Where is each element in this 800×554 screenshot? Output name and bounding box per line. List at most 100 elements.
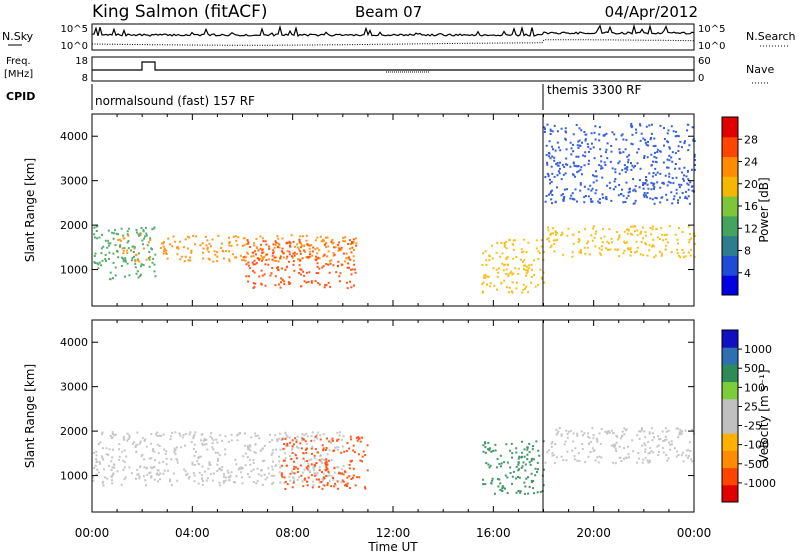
- power-ytick-label-0: 1000: [60, 264, 88, 277]
- velocity-colorbar-tick-label-1: 500: [744, 362, 765, 375]
- velocity-ytick-label-3: 4000: [60, 336, 88, 349]
- velocity-colorbar-swatch-4: [722, 416, 738, 434]
- x-tick-label-4: 16:00: [476, 526, 511, 540]
- power-colorbar-swatch-8: [722, 117, 738, 138]
- cpid-strip: CPID normalsound (fast) 157 RF themis 33…: [6, 83, 641, 110]
- freq-trace: [92, 61, 694, 71]
- velocity-colorbar-tick-label-4: -25: [744, 420, 762, 433]
- x-tick-label-5: 20:00: [576, 526, 611, 540]
- power-ytick-label-1: 2000: [60, 219, 88, 232]
- power-colorbar-swatch-5: [722, 176, 738, 197]
- power-ytick-label-3: 4000: [60, 130, 88, 143]
- cpid-label: CPID: [6, 90, 35, 103]
- power-panel-bg: [92, 114, 694, 306]
- x-tick-label-3: 12:00: [376, 526, 411, 540]
- velocity-colorbar-swatch-7: [722, 364, 738, 383]
- power-ytick-label-2: 3000: [60, 175, 88, 188]
- freq-tick-bottom: 8: [82, 73, 88, 84]
- velocity-feature-0: [92, 431, 345, 487]
- x-axis-label: Time UT: [367, 540, 418, 554]
- velocity-colorbar-frame: [721, 329, 739, 503]
- noise-panel: N.Sky 10^5 10^0 10^5 10^0 N.Search: [2, 23, 796, 52]
- power-colorbar-tick-label-2: 12: [744, 222, 758, 235]
- power-colorbar-label: Power [dB]: [757, 177, 771, 242]
- power-feature-5: [543, 122, 696, 205]
- power-colorbar-tick-label-5: 24: [744, 156, 758, 169]
- velocity-colorbar-tick-label-0: 1000: [744, 343, 772, 356]
- velocity-colorbar-swatch-5: [722, 398, 738, 417]
- noise-right-tick-bottom: 10^0: [698, 41, 725, 52]
- velocity-panel-bg: [92, 320, 694, 512]
- power-data: [93, 122, 696, 294]
- power-colorbar-tick-label-0: 4: [744, 267, 751, 280]
- date-title: 04/Apr/2012: [605, 3, 698, 21]
- velocity-colorbar: 1000 500 100 25 -25 -100 -500 -1000 Velocity [m…: [721, 329, 776, 503]
- velocity-data: [92, 427, 695, 495]
- power-colorbar-swatches: [722, 117, 738, 296]
- velocity-y-axis-label: Slant Range [km]: [23, 364, 37, 468]
- power-colorbar-tick-label-3: 16: [744, 200, 758, 213]
- x-tick-label-2: 08:00: [275, 526, 310, 540]
- velocity-colorbar-tick-label-2: 100: [744, 381, 765, 394]
- noise-sky-trace: [91, 23, 695, 38]
- noise-traces: [91, 23, 695, 46]
- power-x-ticks: [91, 114, 695, 306]
- power-colorbar-swatch-1: [722, 255, 738, 276]
- power-colorbar-ticks: 4 8 12 16 20 24 28: [738, 133, 758, 280]
- velocity-colorbar-swatches: [722, 330, 738, 503]
- power-colorbar-swatch-4: [722, 196, 738, 217]
- x-tick-label-6: 00:00: [677, 526, 712, 540]
- velocity-colorbar-swatch-8: [722, 347, 738, 365]
- power-colorbar-swatch-2: [722, 235, 738, 256]
- freq-label-2: [MHz]: [4, 69, 33, 80]
- velocity-colorbar-tick-label-5: -100: [744, 439, 769, 452]
- velocity-colorbar-tick-label-6: -500: [744, 458, 769, 471]
- velocity-feature-1: [280, 435, 369, 490]
- beam-title: Beam 07: [355, 3, 422, 21]
- x-axis-tick-labels: 00:00 04:00 08:00 12:00 16:00 20:00 00:00: [75, 526, 712, 540]
- power-feature-2: [242, 238, 358, 290]
- velocity-panel: 1000 2000 3000 4000 Slant Range [km]: [23, 319, 695, 513]
- power-y-ticks: 1000 2000 3000 4000: [60, 130, 694, 277]
- velocity-ytick-label-1: 2000: [60, 425, 88, 438]
- nave-label: Nave: [746, 63, 774, 76]
- noise-left-tick-top: 10^5: [61, 24, 88, 35]
- power-panel: 1000 2000 3000 4000 Slant Range [km]: [23, 113, 696, 307]
- velocity-colorbar-swatch-1: [722, 467, 738, 486]
- velocity-colorbar-tick-label-3: 25: [744, 400, 758, 413]
- cpid-segment-2: themis 3300 RF: [547, 83, 641, 97]
- velocity-colorbar-swatch-0: [722, 484, 738, 503]
- x-tick-label-0: 00:00: [75, 526, 110, 540]
- noise-search-label: N.Search: [746, 30, 796, 43]
- power-colorbar-swatch-7: [722, 136, 738, 158]
- velocity-colorbar-tick-label-7: -1000: [744, 477, 776, 490]
- velocity-ytick-label-0: 1000: [60, 470, 88, 483]
- velocity-x-ticks: [91, 320, 695, 512]
- power-colorbar: 4 8 12 16 20 24 28 Power [dB]: [721, 116, 771, 296]
- velocity-colorbar-swatch-9: [722, 330, 738, 348]
- power-colorbar-tick-label-6: 28: [744, 133, 758, 146]
- velocity-colorbar-swatch-2: [722, 450, 738, 469]
- freq-traces: [92, 61, 694, 73]
- power-colorbar-tick-label-4: 20: [744, 178, 758, 191]
- freq-panel-frame: [91, 56, 695, 82]
- station-title: King Salmon (fitACF): [92, 2, 268, 22]
- power-y-axis-label: Slant Range [km]: [23, 158, 37, 262]
- noise-right-tick-top: 10^5: [698, 24, 725, 35]
- x-tick-label-1: 04:00: [175, 526, 210, 540]
- nave-tick-top: 60: [698, 56, 711, 67]
- power-colorbar-swatch-3: [722, 215, 738, 237]
- nave-tick-bottom: 0: [698, 73, 704, 84]
- noise-panel-frame: [91, 23, 695, 51]
- power-feature-1: [117, 234, 358, 263]
- freq-label-1: Freq.: [6, 56, 31, 67]
- velocity-feature-3: [544, 427, 695, 465]
- cpid-segment-1: normalsound (fast) 157 RF: [95, 94, 255, 108]
- power-colorbar-tick-label-1: 8: [744, 245, 751, 258]
- velocity-colorbar-swatch-6: [722, 381, 738, 400]
- velocity-colorbar-label: Velocity [m s⁻¹]: [757, 369, 771, 462]
- power-colorbar-swatch-0: [722, 275, 738, 296]
- freq-panel: Freq. [MHz] 18 8 60 0 Nave: [4, 56, 774, 84]
- power-feature-0: [93, 225, 157, 281]
